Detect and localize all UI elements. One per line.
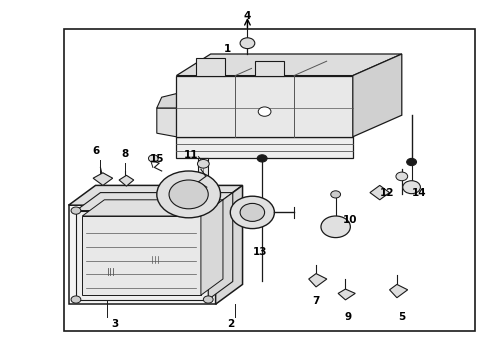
- Polygon shape: [119, 175, 134, 186]
- Polygon shape: [176, 54, 402, 76]
- Circle shape: [157, 171, 220, 218]
- Circle shape: [240, 203, 265, 221]
- Polygon shape: [69, 185, 243, 205]
- Polygon shape: [353, 54, 402, 137]
- Text: 7: 7: [312, 296, 320, 306]
- Polygon shape: [338, 289, 355, 300]
- Circle shape: [197, 159, 209, 168]
- Circle shape: [71, 207, 81, 214]
- Polygon shape: [93, 173, 113, 185]
- Circle shape: [148, 155, 158, 162]
- Text: 15: 15: [149, 154, 164, 164]
- Polygon shape: [82, 200, 223, 216]
- Text: 12: 12: [380, 188, 394, 198]
- Circle shape: [258, 107, 271, 116]
- Polygon shape: [255, 61, 284, 76]
- Circle shape: [403, 181, 420, 194]
- Text: 14: 14: [412, 188, 426, 198]
- Text: 3: 3: [112, 319, 119, 329]
- Bar: [64, 29, 475, 331]
- Text: 8: 8: [122, 149, 128, 159]
- Text: 6: 6: [92, 146, 99, 156]
- Polygon shape: [69, 205, 216, 304]
- Text: 13: 13: [252, 247, 267, 257]
- Text: 9: 9: [344, 312, 351, 322]
- Polygon shape: [157, 108, 176, 137]
- Circle shape: [331, 191, 341, 198]
- Text: 10: 10: [343, 215, 358, 225]
- Polygon shape: [76, 211, 208, 300]
- Polygon shape: [176, 76, 353, 137]
- Polygon shape: [176, 137, 353, 158]
- Text: 5: 5: [398, 312, 405, 322]
- Circle shape: [230, 196, 274, 229]
- Polygon shape: [82, 216, 201, 295]
- Circle shape: [169, 180, 208, 209]
- Polygon shape: [208, 193, 233, 300]
- Polygon shape: [198, 158, 208, 227]
- Polygon shape: [390, 284, 408, 298]
- Circle shape: [321, 216, 350, 238]
- Text: 11: 11: [184, 150, 198, 160]
- Polygon shape: [201, 200, 223, 295]
- Circle shape: [203, 296, 213, 303]
- Polygon shape: [309, 274, 327, 287]
- Circle shape: [71, 296, 81, 303]
- Circle shape: [407, 158, 416, 166]
- Polygon shape: [157, 94, 176, 108]
- Text: 2: 2: [227, 319, 234, 329]
- Polygon shape: [370, 185, 390, 200]
- Polygon shape: [196, 58, 225, 76]
- Circle shape: [396, 172, 408, 181]
- Polygon shape: [216, 185, 243, 304]
- Polygon shape: [76, 193, 233, 211]
- Text: 1: 1: [224, 44, 231, 54]
- Circle shape: [240, 38, 255, 49]
- Text: 4: 4: [244, 11, 251, 21]
- Circle shape: [257, 155, 267, 162]
